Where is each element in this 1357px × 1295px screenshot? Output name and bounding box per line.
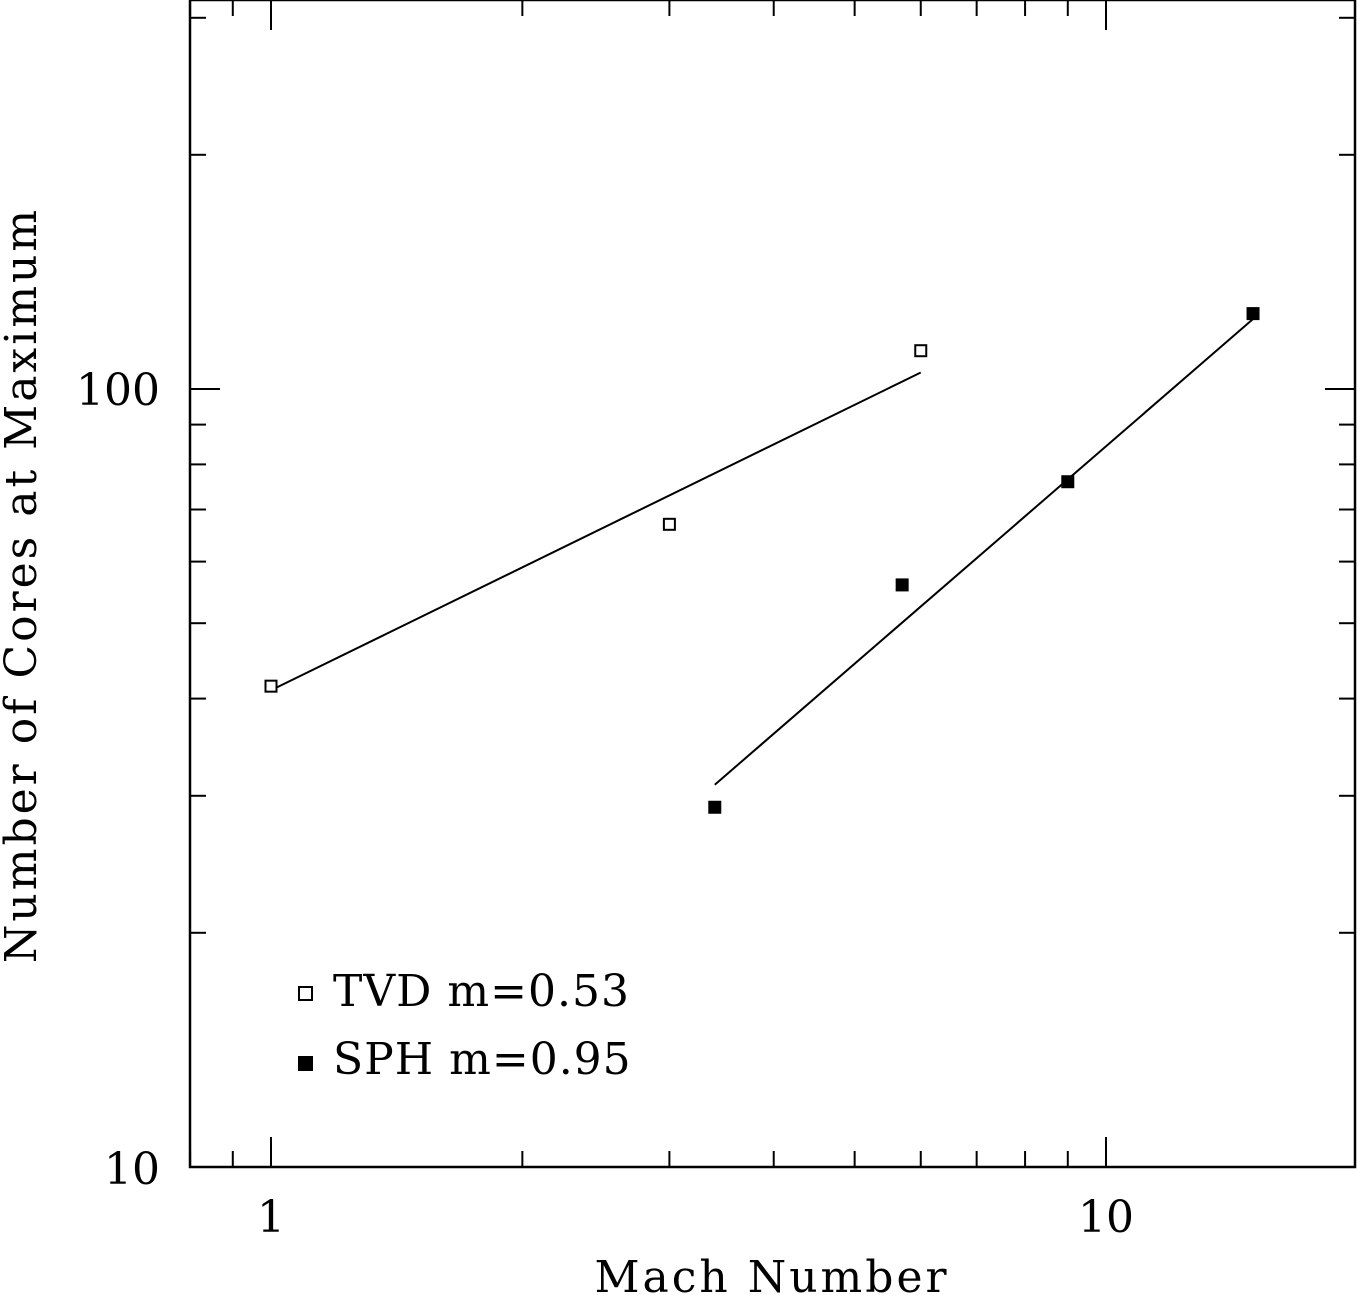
sph-point-4 — [1246, 307, 1260, 321]
legend-marker-tvd — [298, 986, 313, 1001]
y-axis-title: Number of Cores at Maximum — [0, 207, 47, 963]
tvd-point-2 — [662, 517, 676, 531]
fit-lines — [270, 318, 1254, 786]
sph-point-1 — [708, 800, 722, 814]
legend: TVD m=0.53 SPH m=0.95 — [298, 966, 632, 1085]
y-tick-label-10: 10 — [104, 1144, 160, 1195]
plot-frame — [188, 0, 1357, 1169]
axis-ticks — [189, 0, 1355, 1168]
x-axis-title: Mach Number — [594, 1252, 949, 1295]
fit-line-tvd — [270, 371, 922, 692]
data-points — [264, 307, 1260, 814]
x-tick-label-1: 1 — [257, 1192, 285, 1243]
sph-point-2 — [895, 578, 909, 592]
sph-point-3 — [1061, 475, 1075, 489]
legend-label-tvd: TVD m=0.53 — [333, 966, 630, 1017]
tvd-point-3 — [914, 344, 928, 358]
legend-marker-sph — [298, 1056, 313, 1071]
fit-line-sph — [714, 318, 1254, 786]
legend-label-sph: SPH m=0.95 — [333, 1034, 632, 1085]
tvd-point-1 — [264, 679, 278, 693]
y-tick-label-100: 100 — [76, 365, 160, 416]
x-tick-label-10: 10 — [1078, 1192, 1134, 1243]
